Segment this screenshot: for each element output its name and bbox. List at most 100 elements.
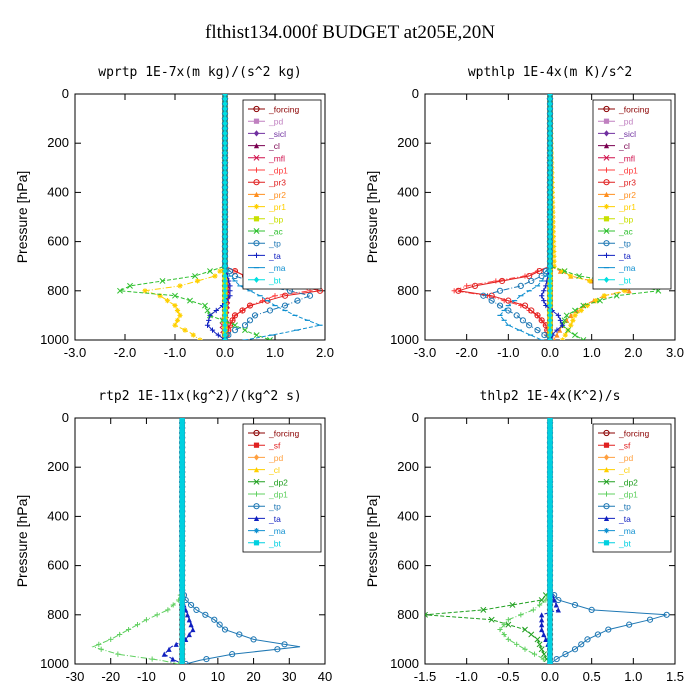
legend-entry: _pr3 xyxy=(618,178,636,188)
series-point xyxy=(182,327,188,333)
legend-marker xyxy=(253,216,260,222)
legend-entry: _ma xyxy=(268,263,286,273)
series-point xyxy=(179,607,185,613)
legend-marker xyxy=(253,478,260,485)
series-point xyxy=(179,523,185,529)
y-tick-label: 1000 xyxy=(390,332,419,347)
series-point xyxy=(222,105,228,112)
legend-entry: _ta xyxy=(618,251,631,261)
series-point xyxy=(179,503,185,510)
series-point xyxy=(193,606,200,613)
series-point xyxy=(565,327,572,334)
x-tick-label: 1.0 xyxy=(266,345,284,360)
legend-marker xyxy=(253,179,260,186)
y-tick-label: 0 xyxy=(412,410,419,425)
series-point xyxy=(177,283,183,289)
series-point xyxy=(222,277,228,285)
x-tick-label: 1.5 xyxy=(666,669,684,684)
legend-entry: _ta xyxy=(268,251,281,261)
series-point xyxy=(206,317,212,323)
x-tick-label: -2.0 xyxy=(455,345,477,360)
legend-entry: _tp xyxy=(618,502,631,512)
series-point xyxy=(552,337,556,340)
series-point xyxy=(547,636,553,642)
series-point xyxy=(186,617,192,623)
legend-entry: _mfl xyxy=(618,153,635,163)
y-tick-label: 200 xyxy=(47,459,69,474)
y-axis-label: Pressure [hPa] xyxy=(364,495,380,588)
series-point xyxy=(553,655,560,663)
series-point xyxy=(505,297,512,304)
series-point xyxy=(626,288,632,294)
series-point xyxy=(559,322,566,328)
series-point xyxy=(207,268,213,275)
series-point xyxy=(547,617,553,623)
series-point xyxy=(204,307,211,314)
series-point xyxy=(222,169,228,176)
series-point xyxy=(174,307,181,314)
series-point xyxy=(557,327,563,333)
series-point xyxy=(177,312,183,318)
x-tick-label: -3.0 xyxy=(64,345,86,360)
series-point xyxy=(547,204,553,211)
series-point xyxy=(547,268,553,275)
series-point xyxy=(187,601,195,609)
series-point xyxy=(179,597,185,603)
series-point xyxy=(547,282,553,289)
legend-entry: _pd xyxy=(268,117,283,127)
series-point xyxy=(241,322,249,329)
series-point xyxy=(580,337,587,340)
series-point xyxy=(528,307,535,314)
legend-entry: _sicl xyxy=(618,129,636,139)
y-tick-label: 600 xyxy=(397,558,419,573)
series-point xyxy=(551,248,557,255)
legend-entry: _dp1 xyxy=(618,166,638,176)
series-point xyxy=(98,646,104,652)
x-tick-label: -20 xyxy=(101,669,120,684)
series-point xyxy=(547,154,553,162)
series-point xyxy=(179,459,185,465)
series-point xyxy=(179,558,185,564)
series-point xyxy=(553,602,559,608)
series-point xyxy=(179,636,185,642)
series-point xyxy=(179,513,185,519)
legend-marker xyxy=(253,204,260,210)
series-point xyxy=(572,307,578,314)
series-point xyxy=(179,499,185,505)
legend-marker xyxy=(253,191,260,197)
series-point xyxy=(550,234,557,240)
series-point xyxy=(626,621,633,628)
series-point xyxy=(541,288,547,294)
series-point xyxy=(539,293,545,299)
series-point xyxy=(550,229,556,235)
series-point xyxy=(547,149,553,157)
series-point xyxy=(534,327,541,334)
chart-panel-1: wprtp 1E-7x(m kg)/(s^2 kg) Pressure [hPa]… xyxy=(14,65,334,360)
series-point xyxy=(547,656,553,662)
series-point xyxy=(165,607,171,613)
series-point xyxy=(222,307,228,314)
x-tick-label: 0.0 xyxy=(216,345,234,360)
series-point xyxy=(197,337,203,340)
series-point xyxy=(190,332,196,338)
y-tick-label: 200 xyxy=(397,459,419,474)
legend-entry: _tp xyxy=(618,239,631,249)
series-point xyxy=(209,327,216,333)
page-title: flthist134.000f BUDGET at205E,20N xyxy=(205,22,495,43)
series-point xyxy=(570,317,576,323)
series-point xyxy=(108,636,114,642)
series-point xyxy=(547,548,553,554)
legend-marker xyxy=(253,228,260,234)
series-point xyxy=(547,135,553,142)
series-point xyxy=(547,538,553,544)
legend-entry: _ma xyxy=(618,526,636,536)
series-point xyxy=(217,268,223,274)
legend-entry: _bt xyxy=(618,538,631,548)
series-point xyxy=(227,288,233,294)
legend-entry: _pd xyxy=(618,117,633,127)
series-point xyxy=(547,159,553,166)
series-point xyxy=(229,651,236,658)
y-tick-label: 400 xyxy=(397,508,419,523)
legend-marker xyxy=(253,540,260,546)
legend-entry: _ta xyxy=(268,514,281,524)
